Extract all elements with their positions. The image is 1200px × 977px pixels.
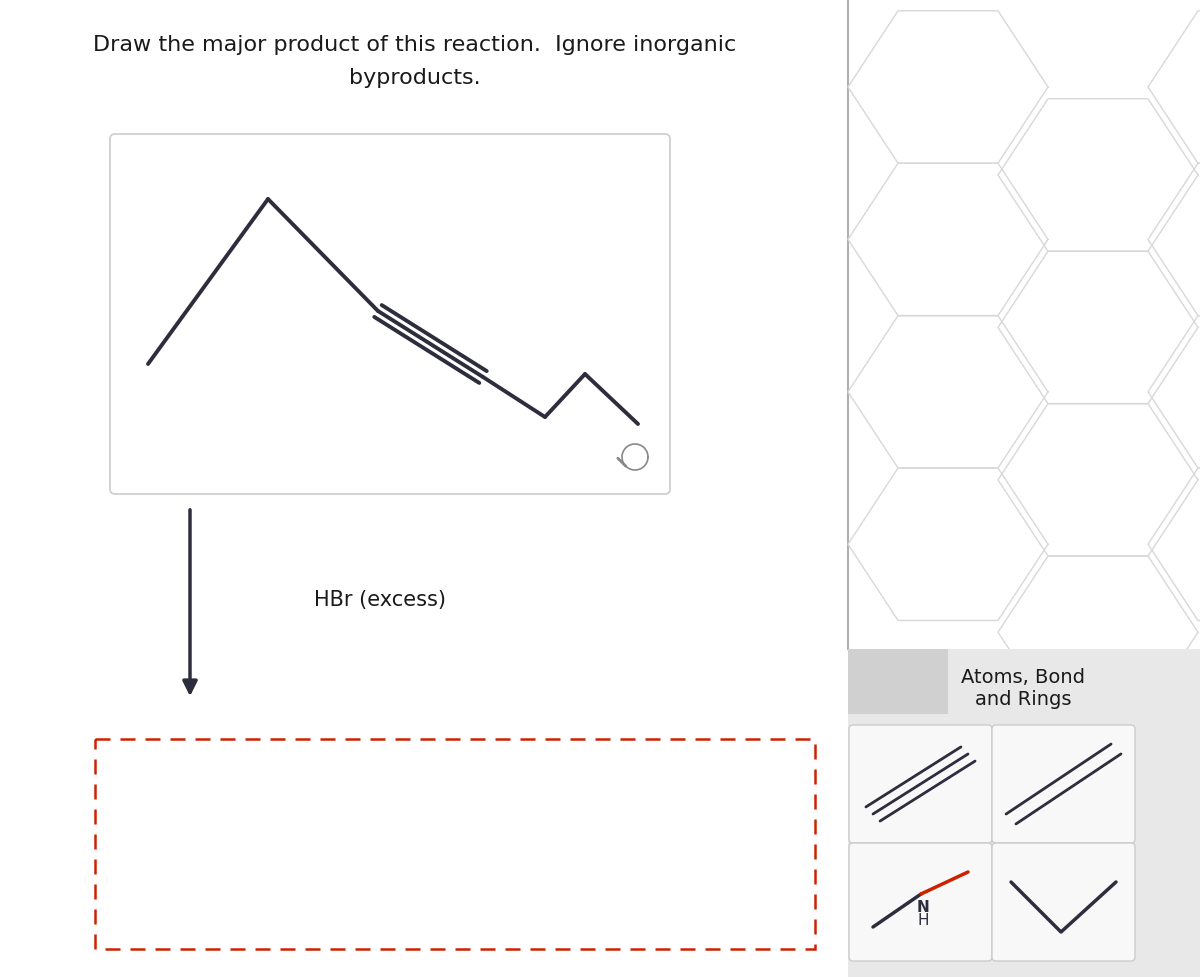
- Bar: [848, 650, 948, 714]
- Text: HBr (excess): HBr (excess): [314, 589, 446, 610]
- Text: H: H: [917, 913, 929, 927]
- Text: Draw the major product of this reaction.  Ignore inorganic: Draw the major product of this reaction.…: [94, 35, 737, 55]
- FancyBboxPatch shape: [992, 843, 1135, 961]
- FancyBboxPatch shape: [850, 725, 992, 843]
- FancyBboxPatch shape: [992, 725, 1135, 843]
- Bar: [848, 650, 1200, 977]
- Text: N: N: [917, 899, 929, 914]
- FancyBboxPatch shape: [110, 135, 670, 494]
- Text: Atoms, Bond
and Rings: Atoms, Bond and Rings: [961, 667, 1085, 708]
- FancyBboxPatch shape: [850, 843, 992, 961]
- Bar: [848, 0, 1200, 977]
- Text: byproducts.: byproducts.: [349, 68, 481, 88]
- Bar: [95, 740, 815, 949]
